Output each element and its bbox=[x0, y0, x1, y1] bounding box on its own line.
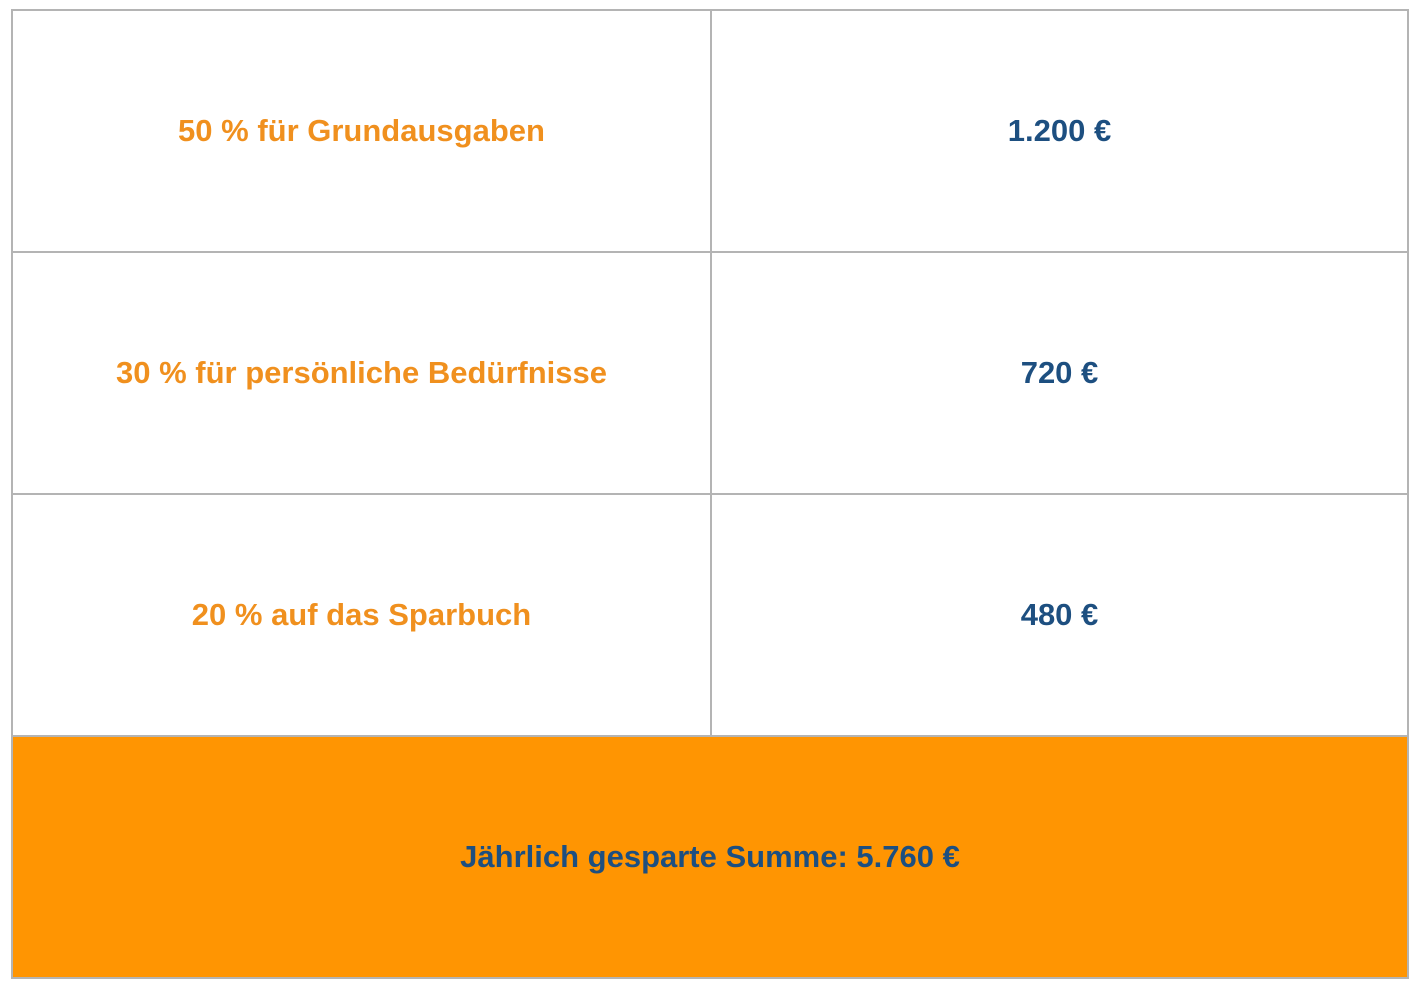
budget-category-label: 30 % für persönliche Bedürfnisse bbox=[11, 251, 712, 495]
budget-amount: 480 € bbox=[710, 493, 1409, 737]
summary-row: Jährlich gesparte Summe: 5.760 € bbox=[11, 735, 1409, 979]
budget-category-label: 20 % auf das Sparbuch bbox=[11, 493, 712, 737]
table-row: 50 % für Grundausgaben 1.200 € bbox=[11, 9, 1409, 253]
budget-amount: 1.200 € bbox=[710, 9, 1409, 253]
yearly-savings-summary: Jährlich gesparte Summe: 5.760 € bbox=[11, 735, 1409, 979]
budget-category-label: 50 % für Grundausgaben bbox=[11, 9, 712, 253]
budget-amount: 720 € bbox=[710, 251, 1409, 495]
table-row: 30 % für persönliche Bedürfnisse 720 € bbox=[11, 251, 1409, 495]
table-row: 20 % auf das Sparbuch 480 € bbox=[11, 493, 1409, 737]
budget-table: 50 % für Grundausgaben 1.200 € 30 % für … bbox=[11, 9, 1409, 979]
